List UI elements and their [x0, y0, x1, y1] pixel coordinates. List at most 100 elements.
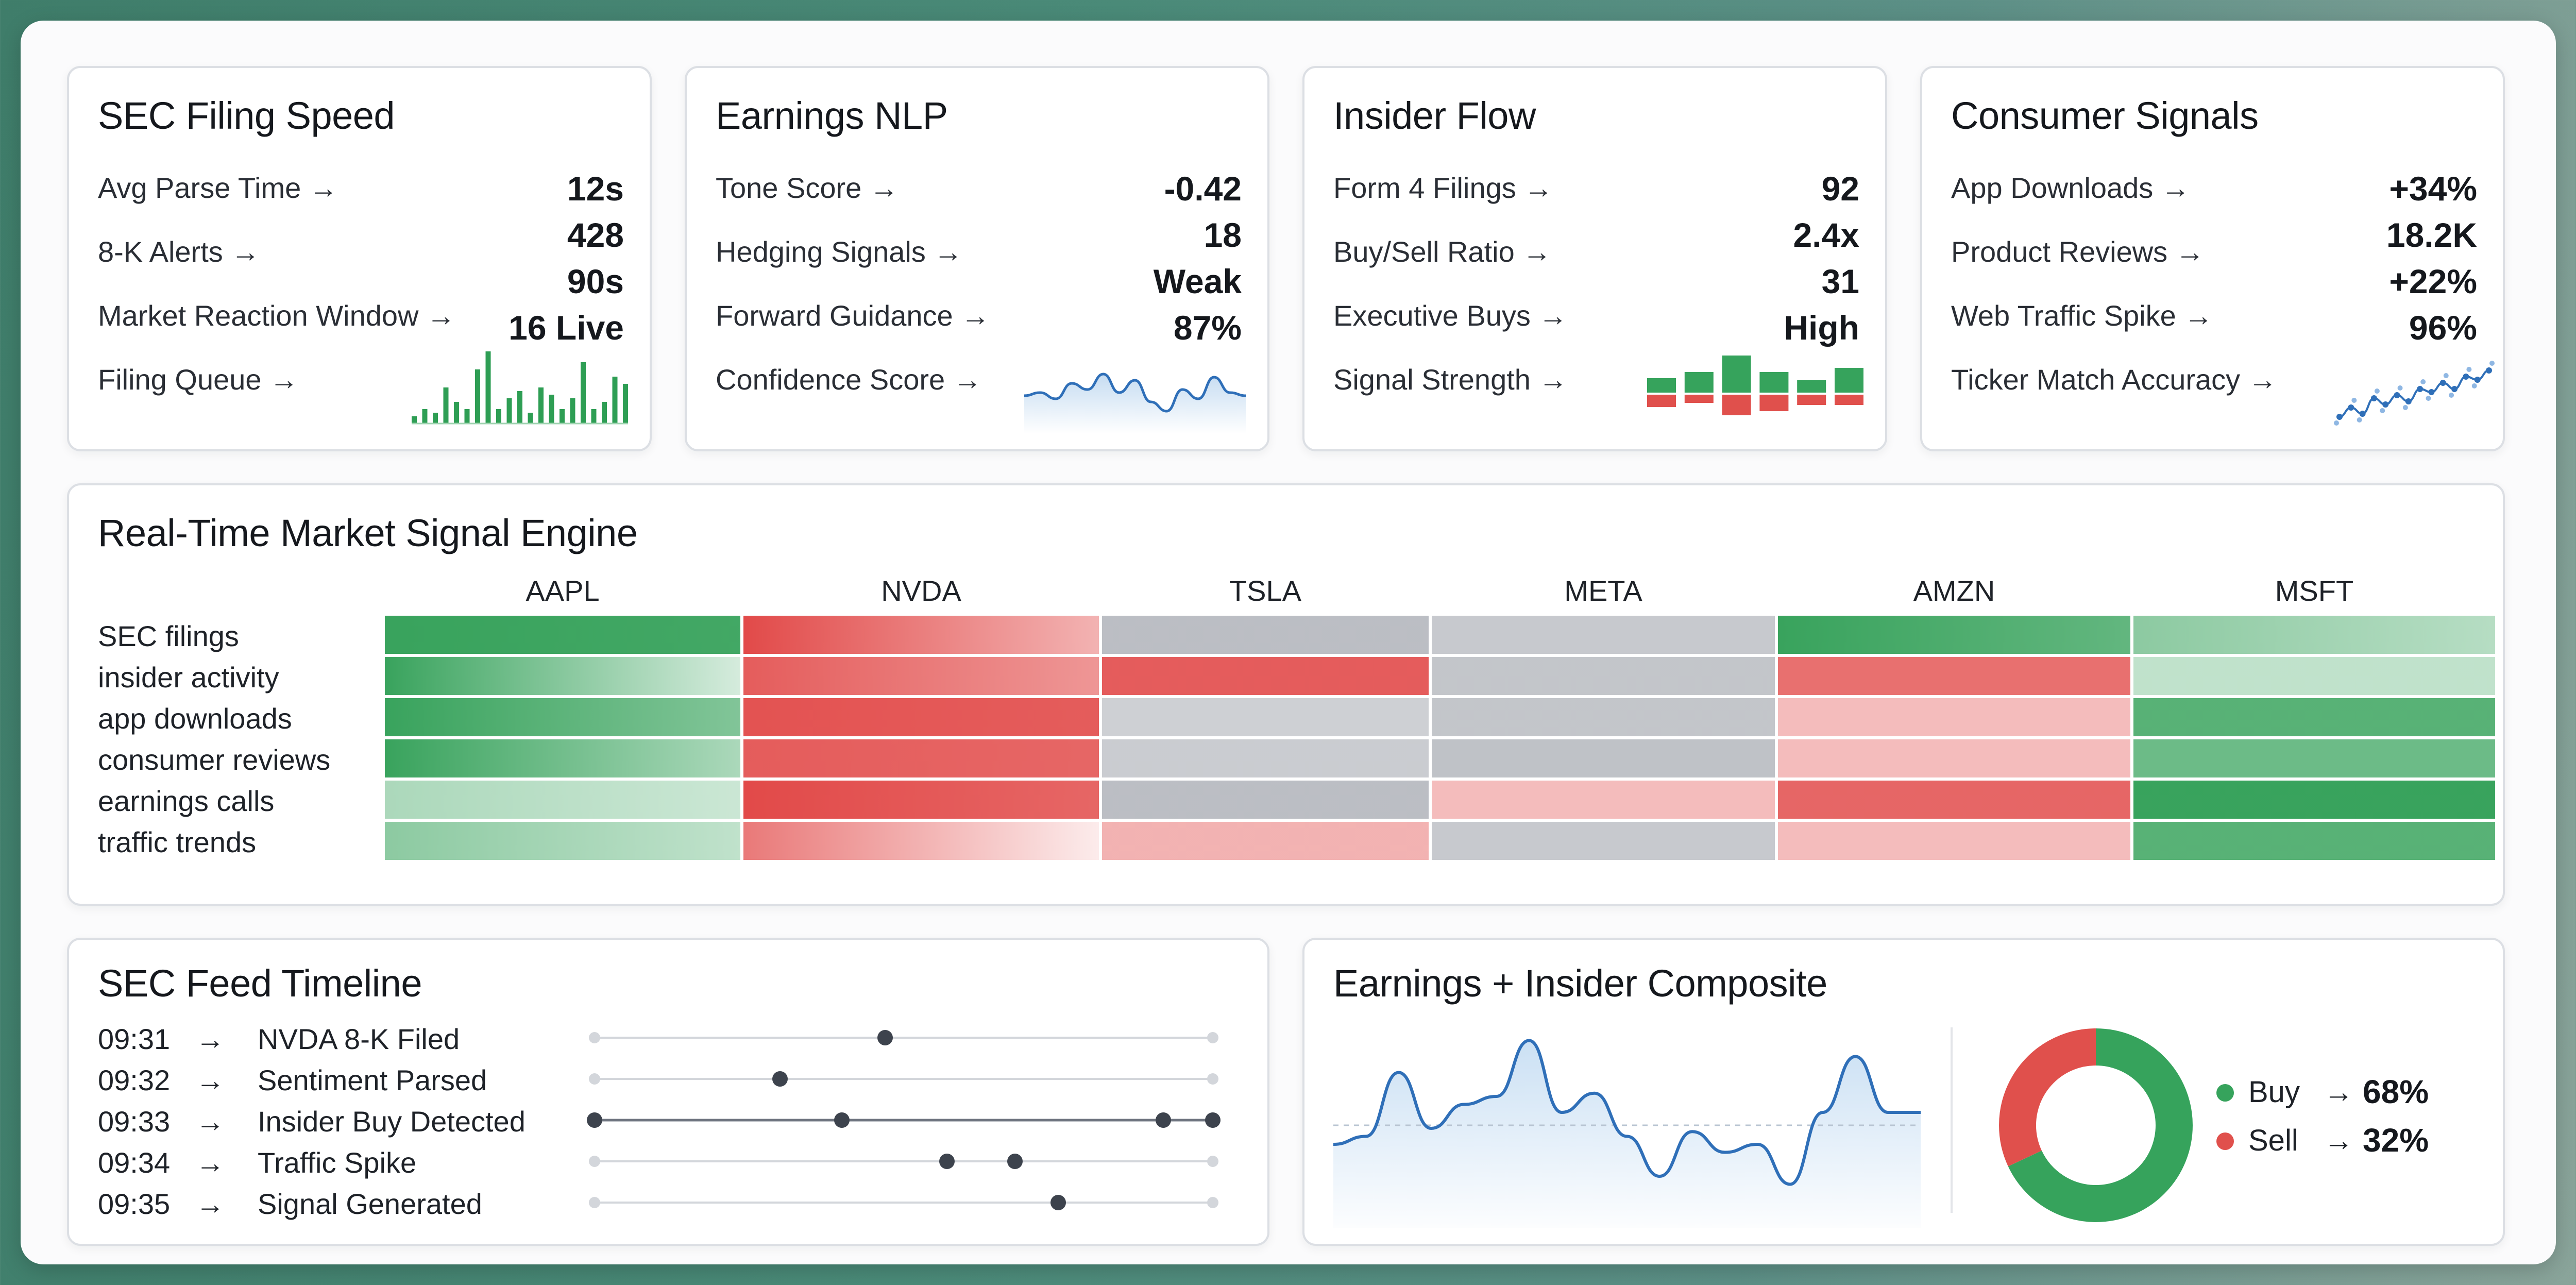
- ticker-point: [2402, 405, 2408, 410]
- signal-bar-buy: [1835, 368, 1863, 393]
- heatmap-cell[interactable]: [1430, 655, 1776, 697]
- heatmap-cell[interactable]: [1776, 655, 2132, 697]
- buy-sell-donut: [1999, 1028, 2193, 1222]
- heatmap-cell[interactable]: [742, 738, 1100, 779]
- heatmap-cell[interactable]: [1776, 779, 2132, 820]
- queue-bar: [464, 409, 470, 424]
- heatmap-cell[interactable]: [742, 614, 1100, 655]
- ticker-point: [2348, 404, 2354, 411]
- legend-sell-label: Sell: [2248, 1124, 2298, 1157]
- heatmap-cell[interactable]: [742, 697, 1100, 738]
- metric-label-8k-alerts: 8-K Alerts →: [98, 235, 260, 268]
- conf-area: [1024, 374, 1246, 434]
- heatmap-cell[interactable]: [1430, 697, 1776, 738]
- heatmap-cell[interactable]: [383, 655, 742, 697]
- card-market-signal-engine: Real-Time Market Signal Engine AAPL NVDA T…: [67, 483, 2505, 906]
- metric-value-signal-strength: High: [1784, 309, 1859, 347]
- legend-sell-arrow: →: [2324, 1124, 2353, 1157]
- card-consumer-signals[interactable]: Consumer Signals App Downloads → Product…: [1920, 66, 2505, 451]
- heatmap-cell[interactable]: [1776, 614, 2132, 655]
- ticker-point: [2474, 377, 2481, 383]
- timeline-event-label: Insider Buy Detected: [258, 1105, 526, 1138]
- timeline-track-end: [1207, 1156, 1218, 1167]
- heatmap-cell[interactable]: [383, 697, 742, 738]
- heatmap-cell[interactable]: [383, 738, 742, 779]
- heatmap-column-tsla: TSLA: [1229, 574, 1302, 607]
- heatmap-cell[interactable]: [2132, 779, 2497, 820]
- legend-buy-label: Buy: [2248, 1075, 2300, 1109]
- heatmap-cell[interactable]: [742, 779, 1100, 820]
- heatmap-cell[interactable]: [1100, 655, 1430, 697]
- card-sec-feed-timeline: SEC Feed Timeline 09:31 → NVDA 8-K Filed 09…: [67, 938, 1269, 1246]
- heatmap-row-label: earnings calls: [98, 785, 275, 817]
- timeline-title: SEC Feed Timeline: [98, 962, 422, 1005]
- heatmap-cell[interactable]: [383, 779, 742, 820]
- queue-bar: [623, 384, 628, 424]
- heatmap-cell[interactable]: [1100, 697, 1430, 738]
- ticker-point: [2420, 379, 2426, 384]
- metric-label-confidence-score: Confidence Score →: [716, 363, 982, 396]
- heatmap-cell[interactable]: [742, 820, 1100, 861]
- metric-label-filing-queue: Filing Queue →: [98, 363, 299, 396]
- heatmap-column-meta: META: [1564, 574, 1642, 607]
- queue-bar: [496, 409, 501, 424]
- timeline-track-start: [589, 1197, 600, 1208]
- queue-bar: [433, 413, 438, 424]
- card-earnings-nlp[interactable]: Earnings NLP Tone Score → Hedging Signal…: [685, 66, 1269, 451]
- heatmap-cell[interactable]: [1100, 614, 1430, 655]
- metric-label-tone-score: Tone Score →: [716, 172, 899, 204]
- ticker-point: [2463, 374, 2469, 380]
- heatmap-cell[interactable]: [2132, 820, 2497, 861]
- signal-bar-buy: [1759, 372, 1789, 393]
- ticker-point: [2351, 398, 2357, 403]
- ticker-point: [2417, 386, 2424, 392]
- heatmap-cell[interactable]: [742, 655, 1100, 697]
- signal-bar-sell: [1647, 395, 1676, 407]
- heatmap-cell[interactable]: [2132, 655, 2497, 697]
- heatmap-cell[interactable]: [2132, 738, 2497, 779]
- heatmap-cell[interactable]: [1100, 820, 1430, 861]
- heatmap-cell[interactable]: [383, 820, 742, 861]
- timeline-arrow: →: [196, 1105, 225, 1138]
- timeline-event-label: Sentiment Parsed: [258, 1064, 487, 1096]
- heatmap-row-label: insider activity: [98, 661, 279, 694]
- card-title: SEC Filing Speed: [98, 94, 395, 137]
- heatmap-cell[interactable]: [1100, 738, 1430, 779]
- timeline-arrow: →: [196, 1064, 225, 1096]
- timeline-event-label: NVDA 8-K Filed: [258, 1023, 460, 1055]
- composite-area: [1333, 1040, 1921, 1228]
- heatmap-cell[interactable]: [1100, 779, 1430, 820]
- legend-sell-dot: [2216, 1132, 2234, 1150]
- heatmap-cell[interactable]: [1430, 614, 1776, 655]
- heatmap-cell[interactable]: [1430, 779, 1776, 820]
- heatmap-cell[interactable]: [383, 614, 742, 655]
- metric-value-avg-parse-time: 12s: [567, 170, 624, 208]
- heatmap-row-label: app downloads: [98, 702, 292, 735]
- timeline-event-label: Signal Generated: [258, 1188, 482, 1220]
- metric-value-app-downloads: +34%: [2389, 170, 2477, 208]
- timeline-event-dot: [1156, 1112, 1171, 1128]
- timeline-event-dot: [587, 1112, 602, 1128]
- card-sec-filing-speed[interactable]: SEC Filing Speed Avg Parse Time → 8-K Al…: [67, 66, 652, 451]
- heatmap-cell[interactable]: [1776, 697, 2132, 738]
- timeline-event-dot: [877, 1030, 893, 1045]
- ticker-point: [2336, 414, 2343, 420]
- timeline-arrow: →: [196, 1188, 225, 1220]
- card-insider-flow[interactable]: Insider Flow Form 4 Filings → Buy/Sell R…: [1302, 66, 1887, 451]
- heatmap-cell[interactable]: [2132, 697, 2497, 738]
- metric-label-form4-filings: Form 4 Filings →: [1333, 172, 1553, 204]
- heatmap-cell[interactable]: [1776, 820, 2132, 861]
- queue-bar: [443, 387, 449, 424]
- queue-bar: [528, 413, 533, 424]
- queue-bar: [422, 409, 428, 424]
- conf-line: [1024, 373, 1246, 413]
- heatmap-cell[interactable]: [1776, 738, 2132, 779]
- heatmap-row-label: traffic trends: [98, 826, 257, 858]
- heatmap-cell[interactable]: [1430, 738, 1776, 779]
- filing-queue-bar-chart: [412, 351, 628, 425]
- heatmap-cell[interactable]: [2132, 614, 2497, 655]
- timeline-track-end: [1207, 1032, 1218, 1043]
- heatmap-cell[interactable]: [1430, 820, 1776, 861]
- card-title: Earnings NLP: [716, 94, 948, 137]
- ticker-point: [2443, 373, 2449, 378]
